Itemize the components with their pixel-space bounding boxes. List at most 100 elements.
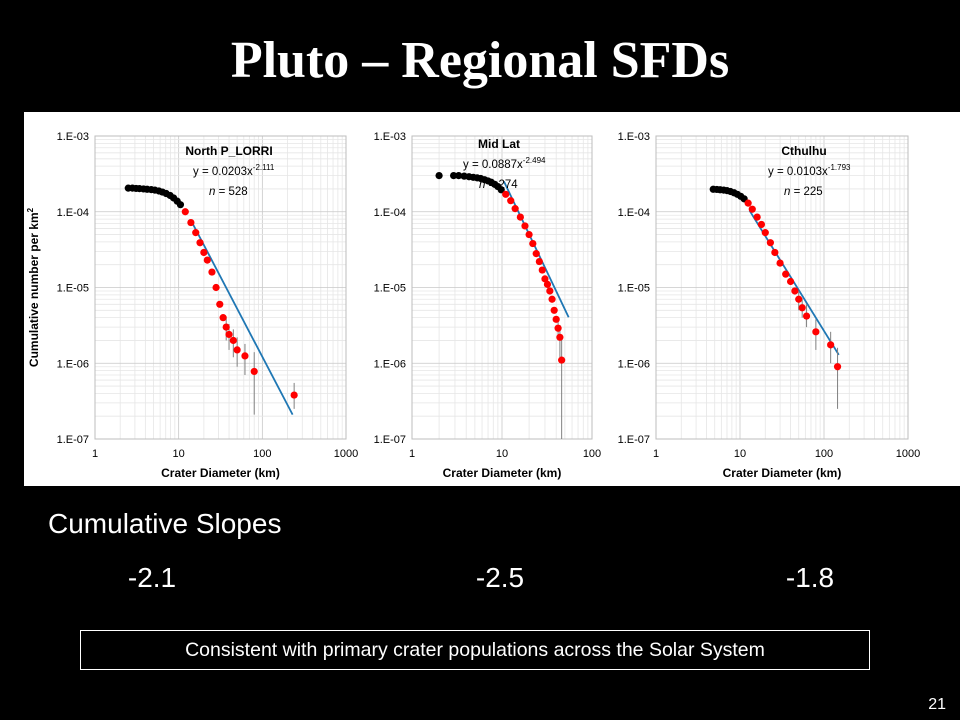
data-point xyxy=(791,287,799,295)
fit-equation-text: y = 0.0887x xyxy=(463,159,523,171)
data-point xyxy=(229,336,237,345)
x-tick-label: 1 xyxy=(409,448,415,460)
slope-value-cthulhu: -1.8 xyxy=(785,562,835,593)
x-tick-label: 10 xyxy=(496,448,508,460)
data-point xyxy=(771,248,779,257)
plot-frame-midlat xyxy=(411,135,593,440)
fit-equation-text: y = 0.0203x xyxy=(193,166,253,178)
chart-north: 1.E-07 1.E-06 1.E-05 1.E-04 1.E-03 1 10 100 1000… xyxy=(26,131,358,480)
slope-value-midlat: -2.5 xyxy=(475,562,525,593)
data-point xyxy=(748,205,756,213)
data-point xyxy=(776,259,784,267)
data-point xyxy=(833,363,842,371)
data-point-small xyxy=(450,172,458,180)
data-point xyxy=(802,312,811,320)
fit-equation-exponent: -1.793 xyxy=(828,163,851,172)
x-tick-label: 10 xyxy=(173,448,185,460)
data-point xyxy=(546,287,554,295)
data-point xyxy=(516,213,524,221)
data-point xyxy=(233,346,241,354)
y-axis-label-superscript: 2 xyxy=(26,207,35,212)
data-point xyxy=(290,391,298,399)
data-point xyxy=(521,222,529,230)
data-point-small xyxy=(435,172,443,180)
data-point xyxy=(782,270,790,278)
sample-size-north: n = 528 xyxy=(209,186,248,198)
data-point xyxy=(200,248,208,257)
x-tick-label: 1 xyxy=(92,448,98,460)
data-point xyxy=(192,229,200,237)
fit-equation-cthulhu: y = 0.0103x-1.793 xyxy=(768,163,851,178)
data-point xyxy=(548,295,556,303)
x-axis-label-midlat: Crater Diameter (km) xyxy=(443,466,562,480)
data-point xyxy=(196,239,204,247)
y-axis-label-text: Cumulative number per km xyxy=(27,212,41,367)
sample-size-cthulhu: n = 225 xyxy=(784,186,823,198)
data-point xyxy=(525,230,533,239)
y-tick-label: 1.E-03 xyxy=(57,131,89,143)
data-point xyxy=(554,324,562,332)
y-tick-label: 1.E-05 xyxy=(374,283,406,295)
data-point xyxy=(550,306,558,314)
data-point xyxy=(203,256,211,264)
data-point xyxy=(812,328,820,336)
x-tick-label: 100 xyxy=(253,448,271,460)
data-point-small xyxy=(176,201,185,209)
data-point xyxy=(827,341,835,349)
sample-size-value: = 528 xyxy=(215,186,247,198)
y-tick-label: 1.E-04 xyxy=(57,207,89,219)
data-point xyxy=(766,239,774,247)
y-axis-label-north: Cumulative number per km2 xyxy=(26,207,41,367)
y-tick-label: 1.E-03 xyxy=(618,131,650,143)
conclusion-box: Consistent with primary crater populatio… xyxy=(80,630,870,670)
data-point xyxy=(535,257,543,266)
y-tick-label: 1.E-07 xyxy=(374,434,406,446)
y-tick-label: 1.E-05 xyxy=(57,283,89,295)
y-tick-label: 1.E-04 xyxy=(618,207,650,219)
y-tick-label: 1.E-03 xyxy=(374,131,406,143)
fit-equation-midlat: y = 0.0887x-2.494 xyxy=(463,156,546,171)
y-tick-label: 1.E-07 xyxy=(57,434,89,446)
data-point xyxy=(798,304,806,312)
x-tick-label: 100 xyxy=(815,448,833,460)
data-point xyxy=(543,280,552,288)
data-point xyxy=(502,190,510,198)
plot-frame-north xyxy=(94,135,347,440)
data-point xyxy=(541,275,549,283)
y-tick-label: 1.E-05 xyxy=(618,283,650,295)
data-point xyxy=(187,218,195,227)
data-point xyxy=(558,356,566,364)
data-point xyxy=(212,283,220,292)
slide-number: 21 xyxy=(928,696,946,713)
fit-equation-north: y = 0.0203x-2.111 xyxy=(193,163,275,178)
chart-midlat: 1.E-07 1.E-06 1.E-05 1.E-04 1.E-03 1 10 100 Crat… xyxy=(374,131,602,480)
data-point xyxy=(511,205,519,213)
y-tick-label: 1.E-06 xyxy=(374,358,406,370)
sfd-charts-svg: 1.E-07 1.E-06 1.E-05 1.E-04 1.E-03 1 10 100 1000… xyxy=(26,131,921,480)
x-tick-label: 1 xyxy=(653,448,659,460)
chart-title-north: North P_LORRI xyxy=(185,144,272,158)
sfd-figure-panel: 1.E-07 1.E-06 1.E-05 1.E-04 1.E-03 1 10 100 1000… xyxy=(24,112,960,486)
x-tick-label: 1000 xyxy=(334,448,358,460)
data-point xyxy=(219,314,227,322)
plot-frame-cthulhu xyxy=(655,135,909,440)
data-point-small xyxy=(497,186,505,194)
data-point xyxy=(208,268,216,276)
x-axis-label-cthulhu: Crater Diameter (km) xyxy=(723,466,842,480)
chart-cthulhu: 1.E-07 1.E-06 1.E-05 1.E-04 1.E-03 1 10 100 1000… xyxy=(618,131,921,480)
data-point xyxy=(538,266,546,274)
gridlines-north xyxy=(95,136,346,439)
data-point xyxy=(216,300,224,308)
sample-size-value: = 225 xyxy=(790,186,822,198)
data-point xyxy=(753,213,761,221)
x-axis-label-north: Crater Diameter (km) xyxy=(161,466,280,480)
data-point xyxy=(250,367,258,376)
data-point xyxy=(786,277,795,286)
x-tick-label: 10 xyxy=(734,448,746,460)
chart-title-midlat: Mid Lat xyxy=(478,137,520,151)
data-point xyxy=(222,323,230,331)
data-point xyxy=(529,239,537,248)
data-point xyxy=(556,333,564,341)
data-point xyxy=(181,208,189,216)
sample-size-label: n xyxy=(209,186,215,198)
